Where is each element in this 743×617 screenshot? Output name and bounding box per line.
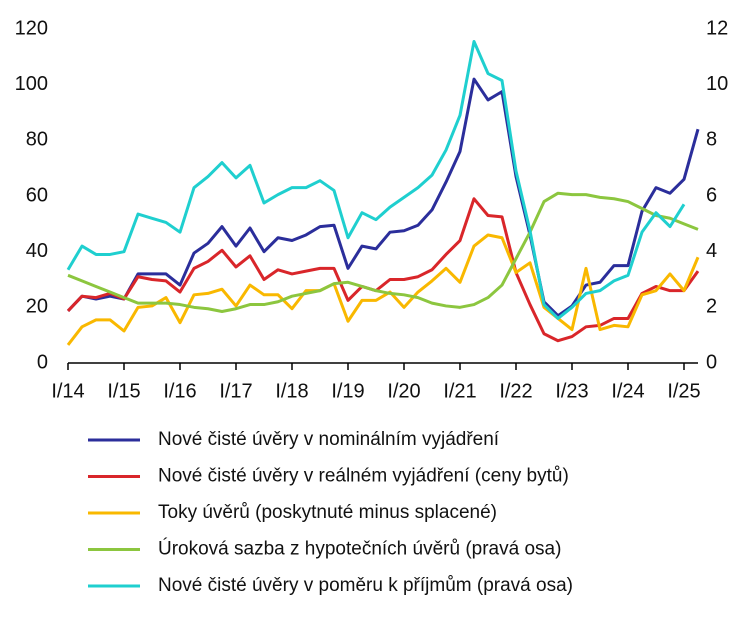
y2-tick-label: 0 (706, 351, 717, 373)
x-tick-label: I/21 (443, 380, 476, 402)
x-tick-label: I/22 (499, 380, 532, 402)
series-line (66, 197, 700, 343)
x-tick-label: I/14 (51, 380, 84, 402)
legend-label: Úroková sazba z hypotečních úvěrů (pravá… (158, 538, 561, 560)
legend-label: Nové čisté úvěry v nominálním vyjádření (158, 429, 500, 450)
y-tick-label: 60 (26, 184, 48, 206)
y2-tick-label: 6 (706, 184, 717, 206)
x-tick-label: I/23 (555, 380, 588, 402)
legend-label: Nové čisté úvěry v reálném vyjádření (ce… (158, 466, 569, 487)
legend-label: Nové čisté úvěry v poměru k příjmům (pra… (158, 575, 573, 596)
x-tick-label: I/18 (275, 380, 308, 402)
y-tick-label: 120 (15, 17, 48, 39)
series-line (67, 191, 699, 314)
x-tick-label: I/17 (219, 380, 252, 402)
x-tick-label: I/25 (667, 380, 700, 402)
x-tick-label: I/16 (163, 380, 196, 402)
y2-tick-label: 4 (706, 240, 717, 262)
series-line (66, 233, 700, 346)
x-tick-label: I/15 (107, 380, 140, 402)
x-tick-label: I/24 (611, 380, 644, 402)
legend-label: Toky úvěrů (poskytnuté minus splacené) (158, 502, 497, 523)
y-tick-label: 0 (37, 351, 48, 373)
y-tick-label: 100 (15, 73, 48, 95)
y-tick-label: 80 (26, 129, 48, 151)
y2-tick-label: 8 (706, 129, 717, 151)
y-tick-label: 40 (26, 240, 48, 262)
y2-tick-label: 2 (706, 296, 717, 318)
y2-tick-label: 10 (706, 73, 728, 95)
y2-tick-label: 12 (706, 17, 728, 39)
y-tick-label: 20 (26, 296, 48, 318)
series-line (66, 77, 700, 318)
series-line (66, 40, 686, 320)
x-tick-label: I/19 (331, 380, 364, 402)
x-tick-label: I/20 (387, 380, 420, 402)
